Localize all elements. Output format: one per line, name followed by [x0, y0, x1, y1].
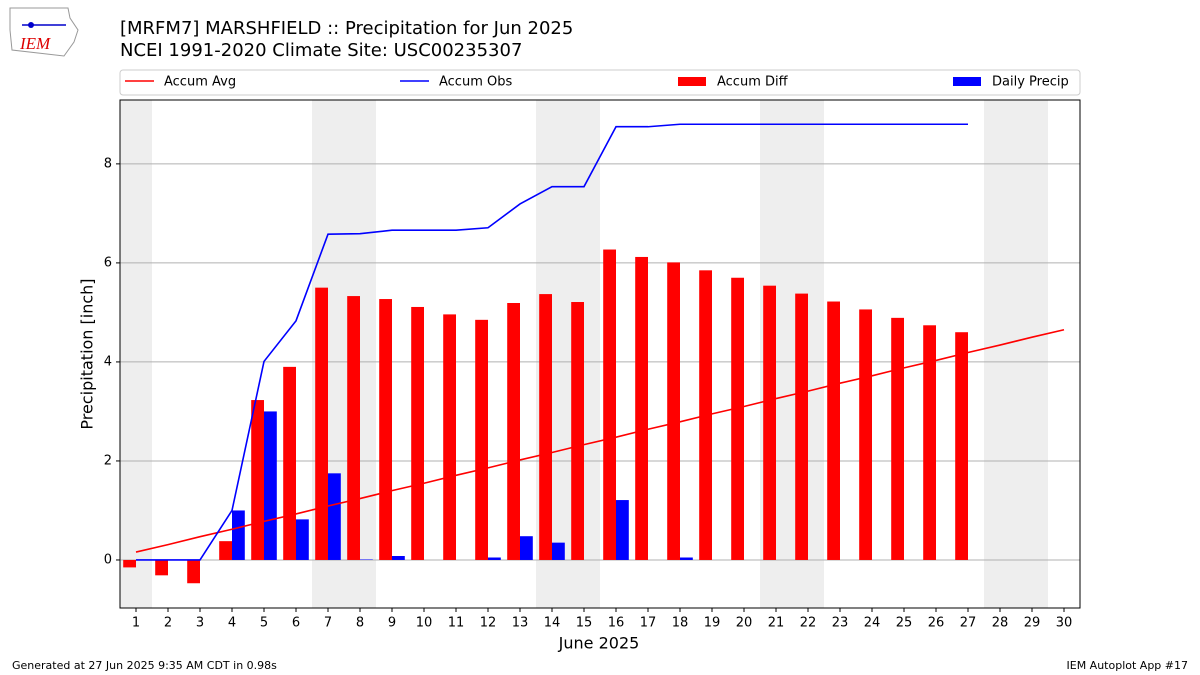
bar: [123, 559, 136, 568]
chart-title: [MRFM7] MARSHFIELD :: Precipitation for …: [120, 18, 573, 39]
x-tick-label: 29: [1024, 616, 1041, 631]
bar: [680, 557, 693, 560]
legend-label: Accum Obs: [439, 75, 512, 90]
x-tick-label: 19: [704, 616, 721, 631]
bar: [155, 559, 168, 576]
x-tick-label: 2: [164, 616, 172, 631]
bar: [187, 559, 200, 584]
bar: [731, 277, 744, 560]
line: [136, 123, 968, 561]
bar: [475, 319, 488, 560]
x-tick-label: 20: [736, 616, 753, 631]
x-tick-label: 26: [928, 616, 945, 631]
legend-label: Accum Avg: [164, 75, 236, 90]
bar: [296, 519, 309, 560]
bar: [219, 541, 232, 560]
bar: [635, 256, 648, 560]
logo: IEM: [9, 7, 79, 57]
footer-right: IEM Autoplot App #17: [1067, 659, 1189, 672]
bar: [616, 500, 629, 560]
bar: [232, 510, 245, 560]
x-tick-label: 8: [356, 616, 364, 631]
bar: [507, 303, 520, 560]
x-tick-label: 5: [260, 616, 268, 631]
legend-box: [119, 69, 1081, 96]
bar: [347, 296, 360, 560]
x-tick-label: 27: [960, 616, 977, 631]
bar: [283, 366, 296, 560]
legend-label: Accum Diff: [717, 75, 789, 90]
bar: [859, 309, 872, 560]
x-tick-label: 3: [196, 616, 204, 631]
x-tick-label: 4: [228, 616, 236, 631]
logo-text: IEM: [19, 34, 51, 53]
bar: [795, 293, 808, 560]
x-tick-label: 7: [324, 616, 332, 631]
bar: [488, 557, 501, 560]
bar: [763, 285, 776, 560]
bar: [955, 332, 968, 560]
x-tick-label: 25: [896, 616, 913, 631]
x-tick-label: 17: [640, 616, 657, 631]
bar: [923, 325, 936, 560]
x-tick-label: 6: [292, 616, 300, 631]
y-tick-label: 2: [104, 453, 112, 468]
bar: [379, 299, 392, 560]
x-axis-label: June 2025: [558, 634, 640, 653]
x-tick-label: 24: [864, 616, 881, 631]
x-tick-label: 21: [768, 616, 785, 631]
bar: [891, 317, 904, 560]
x-tick-label: 30: [1056, 616, 1073, 631]
y-tick-label: 8: [104, 156, 112, 171]
x-tick-label: 16: [608, 616, 625, 631]
bar: [328, 473, 341, 560]
y-tick-label: 6: [104, 255, 112, 270]
x-tick-label: 14: [544, 616, 561, 631]
x-tick-label: 22: [800, 616, 817, 631]
x-tick-label: 12: [480, 616, 497, 631]
weekend-shade: [984, 100, 1016, 608]
x-tick-label: 15: [576, 616, 593, 631]
y-axis-label: Precipitation [inch]: [78, 278, 97, 429]
bar: [315, 287, 328, 560]
bar: [603, 249, 616, 560]
plot-frame: [119, 99, 1081, 609]
legend-swatch: [678, 77, 706, 86]
bar: [552, 542, 565, 560]
x-tick-label: 23: [832, 616, 849, 631]
logo-dot: [28, 22, 34, 28]
x-tick-label: 10: [416, 616, 433, 631]
chart-subtitle: NCEI 1991-2020 Climate Site: USC00235307: [120, 40, 522, 61]
bar: [251, 400, 264, 560]
x-tick-label: 11: [448, 616, 465, 631]
bar: [392, 556, 405, 560]
bar: [520, 536, 533, 560]
bar: [411, 306, 424, 560]
y-tick-label: 4: [104, 354, 112, 369]
x-tick-label: 13: [512, 616, 529, 631]
bar: [667, 262, 680, 560]
legend-label: Daily Precip: [992, 75, 1069, 90]
bar: [539, 294, 552, 560]
bar: [827, 301, 840, 560]
logo-outline: [9, 7, 79, 57]
y-tick-label: 0: [104, 552, 112, 567]
bar: [571, 302, 584, 560]
x-tick-label: 1: [132, 616, 140, 631]
weekend-shade: [1016, 100, 1048, 608]
x-tick-label: 28: [992, 616, 1009, 631]
weekend-shade: [120, 100, 152, 608]
x-tick-label: 9: [388, 616, 396, 631]
bar: [264, 411, 277, 560]
footer-left: Generated at 27 Jun 2025 9:35 AM CDT in …: [12, 659, 277, 672]
x-tick-label: 18: [672, 616, 689, 631]
bar: [443, 314, 456, 560]
legend-swatch: [953, 77, 981, 86]
line: [135, 328, 1065, 553]
